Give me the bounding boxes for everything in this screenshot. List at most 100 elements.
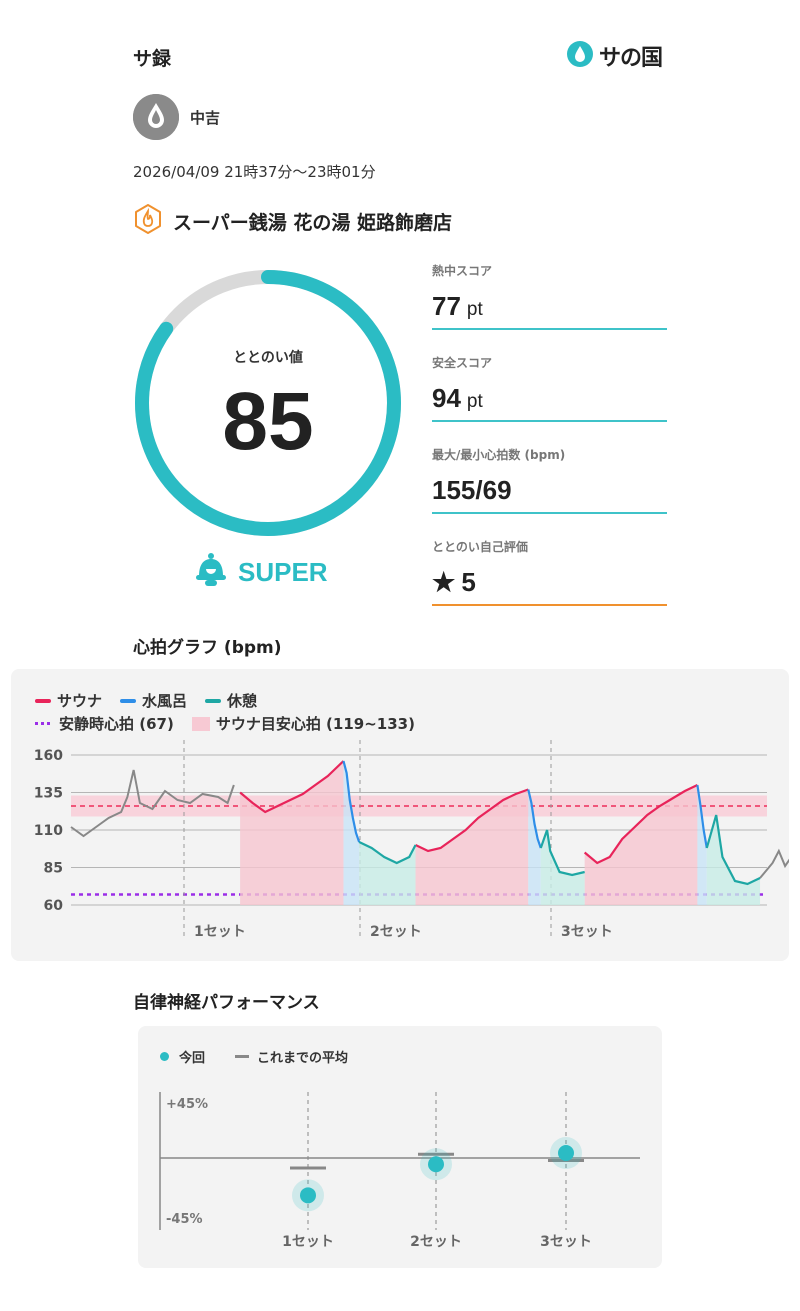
legend-swatch bbox=[35, 698, 51, 703]
totonoi-label: ととのい値 bbox=[233, 350, 303, 366]
legend-rest-hr: 安静時心拍 (67) bbox=[35, 713, 174, 734]
series-area bbox=[359, 842, 416, 905]
current-dot bbox=[558, 1145, 574, 1162]
legend-label: 水風呂 bbox=[142, 692, 188, 710]
series-line bbox=[415, 788, 529, 853]
divider bbox=[432, 512, 667, 514]
stat-safety-score: 安全スコア 94 pt bbox=[432, 354, 667, 422]
stat-value: ★ 5 bbox=[432, 567, 667, 604]
stat-heart-rate: 最大/最小心拍数 (bpm) 155/69 bbox=[432, 446, 667, 514]
star-icon: ★ bbox=[432, 567, 456, 597]
rank-badge: SUPER bbox=[194, 552, 328, 592]
bell-icon bbox=[194, 552, 228, 592]
series-area bbox=[706, 815, 761, 905]
legend-swatch bbox=[191, 716, 210, 731]
legend-current-label: 今回 bbox=[179, 1051, 206, 1066]
y-tick-label: 160 bbox=[34, 748, 63, 764]
legend-avg-label: これまでの平均 bbox=[257, 1051, 349, 1066]
totonoi-ring bbox=[135, 270, 401, 536]
totonoi-value: 85 bbox=[222, 376, 314, 467]
legend-swatch bbox=[205, 698, 222, 703]
series-line bbox=[705, 814, 761, 886]
set-label: 3セット bbox=[561, 924, 613, 940]
stat-number: 155/69 bbox=[432, 475, 512, 505]
set-label: 1セット bbox=[194, 924, 246, 940]
set-label: 2セット bbox=[410, 1234, 462, 1250]
ans-title: 自律神経パフォーマンス bbox=[133, 993, 320, 1013]
series-area bbox=[540, 830, 585, 905]
series-line bbox=[527, 789, 542, 849]
heart-legend-2: 安静時心拍 (67) サウナ目安心拍 (119~133) bbox=[35, 713, 433, 734]
series-area bbox=[697, 785, 707, 905]
heart-graph-title: 心拍グラフ (bpm) bbox=[133, 638, 282, 658]
legend-current-dot bbox=[160, 1052, 169, 1061]
series-area bbox=[240, 761, 344, 905]
brand-logo: サの国 bbox=[567, 40, 663, 72]
stat-number: 94 bbox=[432, 383, 461, 413]
series-area bbox=[528, 789, 541, 905]
set-label: 3セット bbox=[540, 1234, 592, 1250]
stat-value: 77 pt bbox=[432, 291, 667, 328]
series-area bbox=[415, 789, 529, 905]
ans-legend: 今回 これまでの平均 bbox=[160, 1047, 348, 1066]
logo-text: サの国 bbox=[599, 46, 663, 71]
drop-icon bbox=[567, 41, 593, 71]
legend-cold-bath: 水風呂 bbox=[120, 690, 187, 711]
facility-link[interactable]: スーパー銭湯 花の湯 姫路飾磨店 bbox=[133, 203, 452, 239]
series-line bbox=[358, 841, 417, 865]
current-dot bbox=[428, 1156, 444, 1173]
y-top-label: +45% bbox=[166, 1097, 208, 1112]
drop-icon bbox=[133, 94, 179, 140]
username[interactable]: 中吉 bbox=[190, 109, 221, 127]
stat-value: 94 pt bbox=[432, 383, 667, 420]
stat-heat-score: 熱中スコア 77 pt bbox=[432, 262, 667, 330]
stat-self-rating: ととのい自己評価 ★ 5 bbox=[432, 538, 667, 606]
stat-number: 77 bbox=[432, 291, 461, 321]
series-area bbox=[343, 761, 360, 905]
heart-chart: 160 135 110 85 60 1セット 2セット 3セット bbox=[34, 740, 789, 940]
set-label: 2セット bbox=[370, 924, 422, 940]
app-title: サ録 bbox=[133, 48, 172, 70]
stat-value: 155/69 bbox=[432, 475, 667, 512]
rank-label: SUPER bbox=[238, 556, 328, 587]
legend-avg-bar bbox=[235, 1055, 250, 1058]
legend-rest: 休憩 bbox=[205, 690, 257, 711]
series-line bbox=[239, 760, 345, 814]
y-tick-label: 60 bbox=[44, 898, 64, 914]
ans-card bbox=[138, 1026, 662, 1268]
series-line bbox=[342, 760, 361, 843]
series-line bbox=[583, 784, 698, 865]
y-tick-label: 85 bbox=[44, 861, 63, 877]
stat-label: 最大/最小心拍数 (bpm) bbox=[432, 448, 566, 462]
session-datetime: 2026/04/09 21時37分〜23時01分 bbox=[133, 163, 376, 181]
post-series-line bbox=[759, 848, 789, 879]
stat-label: 熱中スコア bbox=[432, 264, 493, 278]
stat-label: 安全スコア bbox=[432, 356, 493, 370]
legend-label: サウナ目安心拍 (119~133) bbox=[215, 715, 415, 733]
heart-legend: サウナ 水風呂 休憩 bbox=[35, 690, 275, 711]
legend-swatch bbox=[35, 722, 53, 725]
legend-sauna: サウナ bbox=[35, 690, 102, 711]
divider bbox=[432, 328, 667, 330]
legend-label: 休憩 bbox=[227, 692, 258, 710]
stat-unit: pt bbox=[466, 391, 483, 412]
sauna-icon bbox=[133, 203, 163, 239]
legend-target-hr: サウナ目安心拍 (119~133) bbox=[191, 713, 415, 734]
series-line bbox=[696, 784, 708, 849]
current-dot bbox=[300, 1187, 316, 1204]
set-label: 1セット bbox=[282, 1234, 334, 1250]
legend-label: 安静時心拍 (67) bbox=[59, 715, 174, 733]
stat-unit: pt bbox=[466, 299, 483, 320]
y-bottom-label: -45% bbox=[166, 1212, 203, 1227]
facility-name[interactable]: スーパー銭湯 花の湯 姫路飾磨店 bbox=[173, 211, 453, 234]
y-tick-label: 135 bbox=[34, 786, 63, 802]
ans-chart: +45% -45% 1セット 2セット 3セット bbox=[159, 1092, 640, 1250]
stat-number: 5 bbox=[461, 567, 476, 597]
divider bbox=[432, 420, 667, 422]
y-tick-label: 110 bbox=[34, 823, 63, 839]
avatar[interactable] bbox=[133, 94, 179, 140]
stat-label: ととのい自己評価 bbox=[432, 540, 528, 554]
pre-series-line bbox=[70, 769, 235, 838]
series-area bbox=[584, 785, 698, 905]
series-line bbox=[539, 829, 585, 877]
